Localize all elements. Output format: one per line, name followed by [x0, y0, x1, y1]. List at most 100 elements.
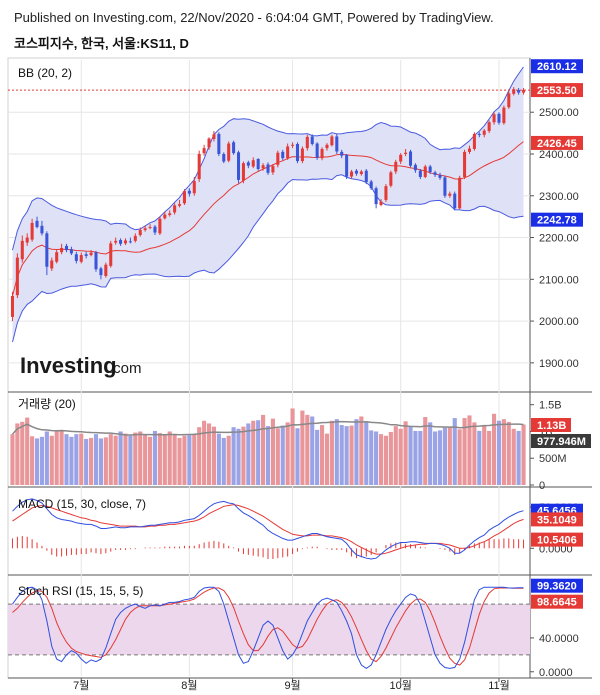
candle-body	[25, 237, 29, 243]
x-tick-label: 11월	[488, 679, 510, 692]
investing-logo: Investing .com	[20, 353, 142, 378]
volume-bar	[300, 410, 305, 485]
candle-body	[256, 159, 260, 170]
volume-bar	[472, 422, 477, 485]
candle-body	[379, 201, 383, 205]
bb-mid-tag: 2426.45	[537, 138, 577, 150]
candle-body	[418, 170, 422, 177]
volume-bar	[374, 431, 379, 485]
candle-body	[197, 153, 201, 180]
volume-bar	[187, 435, 192, 485]
candle-body	[443, 177, 447, 196]
candle-body	[492, 114, 496, 123]
candle-body	[482, 130, 486, 135]
candle-body	[408, 151, 413, 166]
candle-body	[89, 252, 93, 256]
volume-bar	[84, 438, 89, 485]
volume-bar	[216, 433, 221, 485]
candle-body	[173, 205, 177, 213]
candle-body	[217, 133, 221, 154]
candle-body	[251, 160, 255, 167]
bb-title: BB (20, 2)	[18, 66, 72, 80]
candle-body	[128, 241, 132, 243]
volume-bars	[10, 408, 526, 485]
volume-bar	[315, 429, 320, 485]
candle-body	[212, 134, 216, 139]
candle-body	[330, 136, 334, 146]
stoch-k-line	[12, 586, 524, 670]
volume-bar	[226, 435, 231, 485]
volume-bar	[452, 418, 457, 485]
candle-body	[507, 93, 511, 108]
macd-series	[11, 498, 525, 560]
candle-body	[438, 174, 442, 178]
volume-bar	[349, 425, 354, 485]
candle-body	[74, 254, 78, 261]
candle-body	[517, 90, 521, 93]
candle-body	[232, 142, 236, 154]
macd-title: MACD (15, 30, close, 7)	[18, 497, 146, 511]
logo-brand: Investing	[20, 353, 117, 378]
candle-body	[114, 240, 118, 243]
stoch-d-line	[12, 587, 524, 666]
candle-body	[119, 240, 123, 244]
volume-bar	[167, 431, 172, 485]
candle-body	[133, 235, 137, 241]
stoch-band	[8, 604, 530, 655]
candle-body	[143, 228, 147, 231]
stoch-rsi-series	[12, 586, 524, 670]
candle-body	[384, 186, 388, 200]
candle-body	[404, 152, 408, 154]
candle-body	[222, 153, 226, 162]
volume-bar	[206, 423, 212, 485]
stoch-tick-label: 0.0000	[539, 667, 573, 679]
volume-bar	[482, 425, 487, 485]
candle-body	[497, 113, 501, 123]
candle-body	[359, 171, 363, 175]
candle-body	[286, 146, 290, 159]
x-tick-label: 7월	[73, 679, 89, 692]
bb-fill	[12, 66, 524, 343]
volume-ma-tag: 977.946M	[537, 436, 586, 448]
volume-bar	[467, 415, 472, 485]
volume-bar	[162, 434, 167, 485]
candle-body	[453, 193, 457, 209]
volume-bar	[329, 420, 334, 485]
volume-bar	[413, 430, 418, 485]
volume-bar	[34, 438, 40, 485]
candle-body	[374, 188, 378, 205]
volume-bar	[241, 426, 246, 485]
candle-body	[69, 249, 73, 254]
volume-bar	[261, 414, 266, 485]
volume-bar	[501, 419, 506, 485]
candle-body	[138, 230, 142, 236]
candle-body	[10, 296, 14, 317]
volume-bar	[378, 434, 384, 485]
bb-mid-tag-bg	[531, 135, 583, 150]
candle-body	[94, 252, 98, 270]
macd-line	[12, 498, 524, 560]
candle-body	[241, 163, 245, 181]
volume-bar	[138, 431, 143, 485]
candle-body	[502, 107, 506, 124]
price-tick-label: 2500.00	[539, 107, 579, 119]
candle-body	[148, 227, 152, 229]
candles	[10, 87, 526, 322]
candle-body	[104, 264, 108, 276]
candle-body	[291, 144, 295, 146]
candle-body	[458, 177, 462, 209]
volume-bar	[270, 418, 275, 485]
candle-body	[472, 133, 476, 149]
candle-body	[236, 152, 241, 180]
candle-body	[261, 165, 265, 169]
volume-bar	[393, 426, 398, 485]
candle-body	[305, 136, 309, 149]
volume-bar	[93, 434, 99, 485]
logo-suffix: .com	[109, 360, 142, 377]
candle-body	[433, 172, 437, 175]
volume-bar	[231, 427, 236, 485]
last-volume-tag: 1.13B	[537, 420, 566, 432]
candle-body	[276, 152, 280, 165]
price-tick-label: 2000.00	[539, 316, 579, 328]
